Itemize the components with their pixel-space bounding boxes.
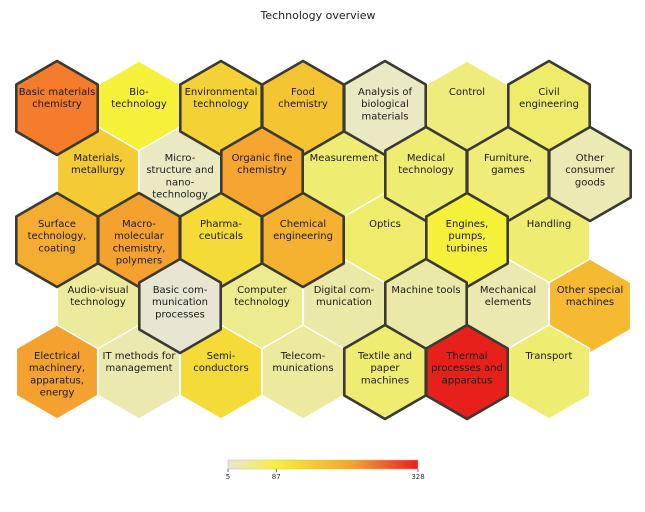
hex-label-chemical-engineering: Chemical engineering bbox=[273, 219, 333, 242]
chart-title: Technology overview bbox=[260, 9, 376, 22]
hex-label-telecom-munications: Telecom-munications bbox=[272, 351, 333, 374]
hex-label-analysis-of-biological-materials: Analysis of biological materials bbox=[358, 87, 412, 122]
hex-label-food-chemistry: Food chemistry bbox=[278, 87, 328, 110]
hex-label-handling: Handling bbox=[527, 219, 572, 230]
hex-labels: Basic materials chemistry Bio-technology En… bbox=[19, 87, 624, 399]
hex-label-transport: Transport bbox=[525, 351, 573, 362]
hex-label-surface-technology-coating: Surface technology, coating bbox=[28, 219, 87, 254]
hex-label-other-special-machines: Other special machines bbox=[557, 285, 623, 308]
hex-label-macro-molecular-chemistry-polymers: Macro-molecular chemistry, polymers bbox=[113, 219, 166, 267]
hex-other-consumer-goods[interactable] bbox=[547, 125, 633, 223]
hex-label-pharma-ceuticals: Pharma-ceuticals bbox=[199, 219, 243, 242]
hex-label-engines-pumps-turbines: Engines, pumps, turbines bbox=[446, 219, 489, 254]
hex-basic-materials-chemistry[interactable] bbox=[14, 59, 99, 157]
hex-label-furniture-games: Furniture, games bbox=[484, 153, 532, 176]
hex-label-it-methods-for-management: IT methods for management bbox=[103, 351, 177, 374]
hex-label-semi-conductors: Semi-conductors bbox=[193, 351, 249, 374]
hex-label-environmental-technology: Environmental technology bbox=[185, 87, 258, 110]
hex-label-measurement: Measurement bbox=[310, 153, 379, 164]
hex-label-organic-fine-chemistry: Organic fine chemistry bbox=[232, 153, 293, 176]
hex-chemical-engineering[interactable] bbox=[260, 191, 346, 289]
colorbar-tick-label-0: 5 bbox=[226, 473, 230, 481]
hex-label-textile-and-paper-machines: Textile and paper machines bbox=[357, 351, 412, 386]
hex-label-medical-technology: Medical technology bbox=[398, 153, 454, 176]
hex-label-other-consumer-goods: Other consumer goods bbox=[565, 153, 615, 188]
colorbar: 5 87 328 bbox=[226, 459, 425, 481]
hex-thermal-processes-and-apparatus[interactable] bbox=[424, 323, 510, 421]
colorbar-tick-label-1: 87 bbox=[272, 473, 281, 481]
hex-label-optics: Optics bbox=[369, 219, 401, 230]
hex-label-materials-metallurgy: Materials, metallurgy bbox=[71, 153, 125, 176]
colorbar-gradient bbox=[227, 459, 419, 470]
hex-label-machine-tools: Machine tools bbox=[391, 285, 460, 296]
hex-label-thermal-processes-and-apparatus: Thermal processes and apparatus bbox=[431, 351, 503, 386]
hex-label-civil-engineering: Civil engineering bbox=[519, 87, 579, 110]
hex-label-basic-com-munication-processes: Basic com-munication processes bbox=[152, 285, 208, 320]
hex-basic-com-munication-processes[interactable] bbox=[138, 257, 222, 355]
hex-label-micro-structure-and-nano-technology: Micro-structure and nano-technology bbox=[146, 153, 213, 201]
hex-label-bio-technology: Bio-technology bbox=[111, 87, 167, 110]
hex-grid bbox=[14, 59, 633, 421]
hex-label-mechanical-elements: Mechanical elements bbox=[480, 285, 536, 308]
hex-label-control: Control bbox=[449, 87, 485, 98]
hex-label-electrical-machinery-apparatus-energy: Electrical machinery, apparatus, energy bbox=[29, 351, 85, 399]
colorbar-tick-label-2: 328 bbox=[411, 473, 424, 481]
hex-label-computer-technology: Computer technology bbox=[234, 285, 290, 308]
hex-label-basic-materials-chemistry: Basic materials chemistry bbox=[19, 87, 96, 110]
hex-label-audio-visual-technology: Audio-visual technology bbox=[67, 285, 128, 308]
hex-label-digital-com-munication: Digital com-munication bbox=[314, 285, 375, 308]
